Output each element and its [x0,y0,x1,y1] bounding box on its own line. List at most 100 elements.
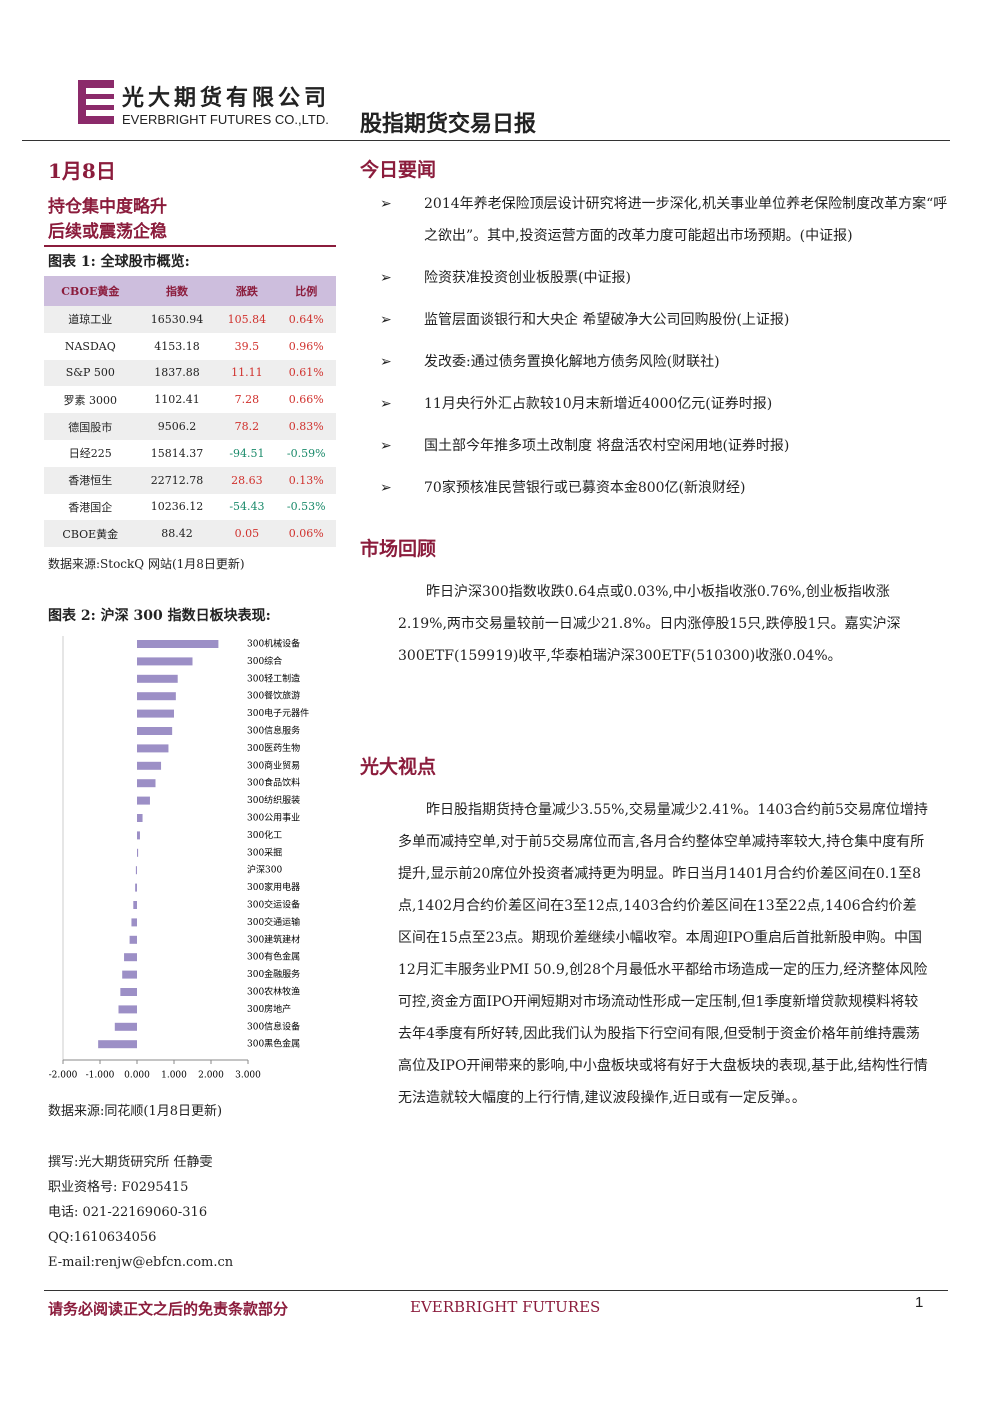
column-header: 指数 [136,276,218,306]
market-table: CBOE黄金 指数 涨跌 比例 道琼工业 16530.94 105.84 0.64% NASDA… [44,276,336,548]
bar [137,814,143,822]
table-cell: S&P 500 [44,359,137,387]
x-tick-label: 2.000 [198,1071,224,1081]
table-cell: 22712.78 [136,466,218,494]
column-header: CBOE黄金 [44,276,137,306]
category-label: 300金融服务 [247,968,300,980]
report-title: 股指期货交易日报 [360,111,537,137]
table-row: 道琼工业 16530.94 105.84 0.64% [44,306,336,333]
x-tick-label: 0.000 [124,1071,150,1081]
table-cell: 0.66% [288,393,324,407]
bar [137,831,140,840]
bar [137,744,169,753]
date: 1月8日 [48,159,116,183]
contact-line: 职业资格号: F0295415 [48,1180,189,1195]
category-label: 300纺织服装 [247,794,300,806]
contact-line: 撰写:光大期货研究所 任静雯 [48,1155,213,1170]
disclaimer: 请务必阅读正文之后的免责条款部分 [48,1300,289,1318]
bar [137,674,178,683]
category-label: 300黑色金属 [247,1038,300,1050]
table-cell: 1102.41 [154,393,200,407]
view-text: 昨日股指期货持仓量减少3.55%,交易量减少2.41%。1403合约前5交易席位… [398,802,928,1106]
table-cell: 香港国企 [68,500,113,514]
section-title: 市场回顾 [360,538,437,560]
category-label: 300食品饮料 [247,777,300,789]
category-label: 300机械设备 [247,638,300,650]
bar [137,848,139,857]
category-label: 300信息服务 [247,725,300,737]
table-cell: 0.96% [288,339,324,353]
table-cell: 105.84 [217,306,277,333]
sector-chart: -2.000 -1.000 0.000 1.000 2.000 3.000 300机械设备 3… [49,636,309,1081]
headline-line: 持仓集中度略升 [48,197,167,217]
contact-line: 电话: 021-22169060-316 [48,1205,208,1220]
bar [137,657,193,666]
category-label: 300餐饮旅游 [247,690,300,702]
bar [137,640,219,648]
category-label: 300交运设备 [247,899,300,911]
news-item: 国土部今年推多项土改制度 将盘活农村空闲用地(证券时报) [380,430,948,462]
bar [114,1022,137,1031]
bar [122,970,137,979]
table-cell: 7.28 [234,393,260,407]
news-item: 发改委:通过债务置换化解地方债务风险(财联社) [380,346,948,378]
table-row: 日经225 15814.37 -94.51 -0.59% [44,440,336,467]
table-cell: 1837.88 [136,359,218,387]
table-cell: CBOE黄金 [44,520,137,548]
column-header: 涨跌 [217,276,277,306]
table-cell: 10236.12 [150,500,204,514]
table-cell: 15814.37 [150,446,204,460]
table-cell: 德国股市 [44,413,137,440]
category-label: 沪深300 [247,864,282,876]
table-cell: 28.63 [217,466,277,494]
table-cell: 0.61% [276,359,336,387]
x-tick-label: -2.000 [49,1071,78,1081]
contact: 撰写:光大期货研究所 任静雯 职业资格号: F0295415 电话: 021-221… [48,1150,233,1275]
table-cell: 88.42 [136,520,218,548]
table-cell: 16530.94 [136,306,218,333]
rule [44,1290,948,1291]
table-title: 图表 1: 全球股市概览: [48,254,190,270]
bar [124,953,137,962]
contact-line: QQ:1610634056 [48,1230,157,1245]
table-cell: 0.64% [276,306,336,333]
table-row: 德国股市 9506.2 78.2 0.83% [44,413,336,440]
table-cell: 罗素 3000 [63,393,118,407]
header-row: CBOE黄金 指数 涨跌 比例 [44,276,336,306]
bar [135,866,137,875]
table-cell: 日经225 [68,447,112,461]
table-row: 罗素 3000 1102.41 7.28 0.66% [44,386,336,413]
table-row: 香港恒生 22712.78 28.63 0.13% [44,466,336,494]
bar [137,761,162,770]
news-item: 11月央行外汇占款较10月末新增近4000亿元(证券时报) [380,388,948,420]
category-label: 300农林牧渔 [247,986,300,998]
table-cell: 78.2 [217,413,277,440]
table-cell: 香港恒生 [44,466,137,494]
category-label: 300家用电器 [247,881,300,893]
category-label: 300医药生物 [247,742,300,754]
table-cell: -54.43 [229,500,265,514]
table-cell: 39.5 [234,339,260,353]
news-item: 险资获准投资创业板股票(中证报) [380,262,948,294]
category-label: 300化工 [247,829,282,841]
section-title: 光大视点 [360,756,437,778]
table-cell: 0.05 [217,520,277,548]
category-label: 300轻工制造 [247,672,300,684]
x-tick-label: 3.000 [235,1071,261,1081]
source: 数据来源:同花顺(1月8日更新) [48,1104,223,1119]
column-header: 比例 [276,276,336,306]
table-cell: -0.59% [286,446,326,460]
table-cell: NASDAQ [64,339,116,353]
bar [137,727,173,735]
headline: 持仓集中度略升 后续或震荡企稳 [48,195,167,245]
bar [120,988,137,996]
headline-line: 后续或震荡企稳 [48,222,167,242]
bar [137,692,176,701]
table-cell: 11.11 [217,359,277,387]
rule [44,245,336,247]
table-cell: -0.53% [286,500,326,514]
table-cell: 9506.2 [136,413,218,440]
x-tick-label: -1.000 [86,1071,115,1081]
table-cell: 0.83% [276,413,336,440]
